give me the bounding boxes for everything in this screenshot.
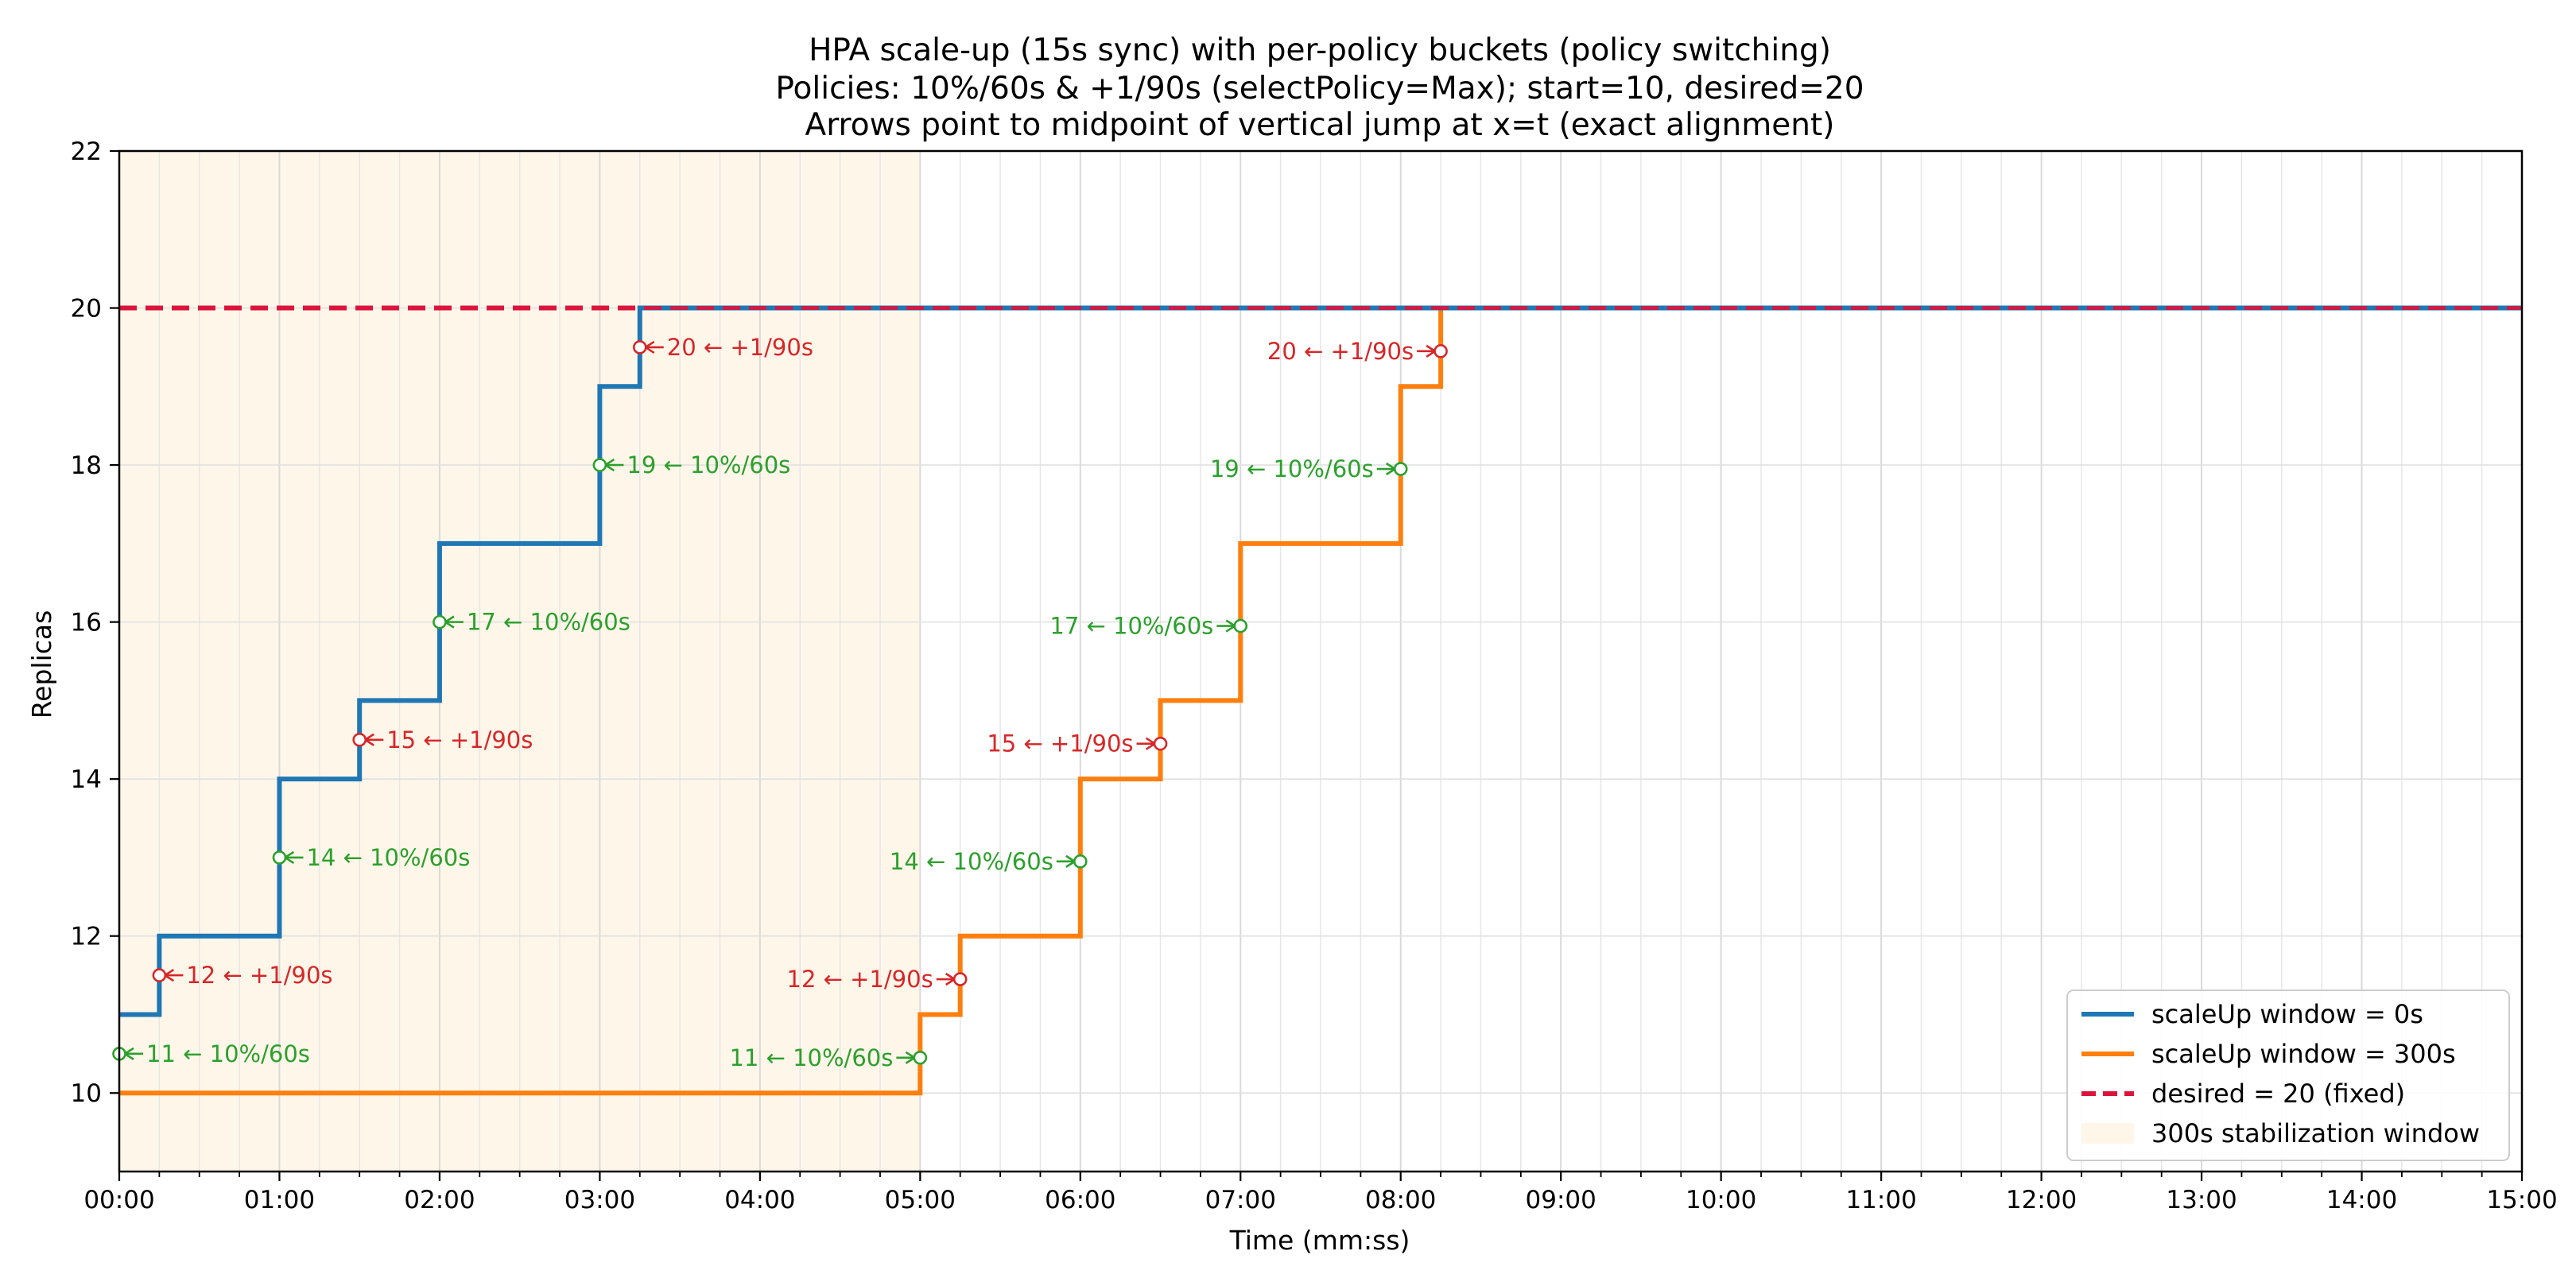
x-tick-label: 03:00	[564, 1186, 635, 1214]
annotation-marker	[1153, 736, 1168, 751]
annotation-label: 17 ← 10%/60s	[467, 609, 630, 636]
annotation-marker	[152, 968, 167, 982]
chart-title: HPA scale-up (15s sync) with per-policy …	[775, 33, 1864, 143]
annotation-label: 14 ← 10%/60s	[890, 848, 1053, 875]
x-tick-label: 12:00	[2006, 1186, 2077, 1214]
annotation-5: 19 ← 10%/60s	[592, 451, 790, 478]
x-tick-label: 06:00	[1045, 1186, 1115, 1214]
x-tick-label: 01:00	[244, 1186, 315, 1214]
annotation-label: 15 ← +1/90s	[987, 730, 1133, 757]
annotation-label: 14 ← 10%/60s	[306, 844, 470, 871]
x-tick-label: 15:00	[2486, 1186, 2557, 1214]
annotation-marker	[952, 972, 968, 986]
annotation-marker	[272, 850, 287, 865]
annotation-label: 20 ← +1/90s	[667, 334, 813, 361]
y-tick-label: 12	[71, 923, 102, 951]
y-axis-label: Replicas	[26, 610, 57, 719]
annotation-label: 19 ← 10%/60s	[1210, 455, 1374, 482]
x-tick-label: 09:00	[1526, 1186, 1596, 1214]
y-tick-label: 10	[71, 1079, 102, 1108]
y-tick-label: 20	[71, 295, 102, 323]
annotation-marker	[1393, 462, 1408, 476]
series-window-0s-line	[119, 305, 2522, 1017]
y-tick-label: 16	[71, 609, 102, 637]
y-tick-label: 22	[71, 137, 102, 166]
annotation-4: 17 ← 10%/60s	[433, 609, 630, 636]
annotation-label: 17 ← 10%/60s	[1049, 613, 1213, 640]
annotation-label: 20 ← +1/90s	[1267, 338, 1414, 365]
annotation-3: 15 ← +1/90s	[352, 726, 533, 753]
legend-label: desired = 20 (fixed)	[2151, 1079, 2405, 1109]
annotation-13: 20 ← +1/90s	[1267, 338, 1448, 365]
annotation-9: 14 ← 10%/60s	[890, 848, 1088, 875]
annotation-10: 15 ← +1/90s	[987, 730, 1168, 757]
annotation-arrow	[1056, 854, 1077, 868]
annotation-label: 19 ← 10%/60s	[627, 451, 790, 478]
legend-entry-0: scaleUp window = 0s	[2081, 999, 2423, 1029]
annotation-8: 12 ← +1/90s	[787, 966, 968, 993]
x-tick-label: 02:00	[404, 1186, 475, 1214]
title-line-3: Arrows point to midpoint of vertical jum…	[805, 107, 1835, 143]
annotation-marker	[632, 340, 647, 354]
legend-box	[2066, 990, 2510, 1161]
legend-label: scaleUp window = 300s	[2151, 1039, 2456, 1069]
legend-entry-1: scaleUp window = 300s	[2081, 1039, 2456, 1069]
annotation-arrow	[1136, 737, 1157, 750]
x-tick-label: 14:00	[2326, 1186, 2397, 1214]
annotation-2: 14 ← 10%/60s	[272, 844, 470, 871]
annotation-label: 11 ← 10%/60s	[146, 1040, 310, 1067]
annotation-label: 12 ← +1/90s	[787, 966, 933, 993]
y-tick-label: 18	[71, 451, 102, 480]
annotation-marker	[592, 458, 607, 472]
tick-layer: 00:00 01:00 02:00 03:00 04:00 05:00 06:00 07:00…	[71, 137, 2558, 1214]
x-tick-label: 07:00	[1205, 1186, 1276, 1214]
legend-entry-2: desired = 20 (fixed)	[2081, 1079, 2405, 1109]
annotation-label: 15 ← +1/90s	[386, 726, 533, 753]
annotation-arrow	[936, 972, 957, 986]
annotation-marker	[433, 614, 447, 629]
annotation-marker	[352, 732, 367, 747]
annotation-layer: 11 ← 10%/60s 12 ← +1/90s 14 ← 10%/60s 15 ← …	[112, 334, 1448, 1071]
annotation-11: 17 ← 10%/60s	[1049, 613, 1248, 640]
legend-label: scaleUp window = 0s	[2151, 999, 2423, 1029]
annotation-6: 20 ← +1/90s	[632, 334, 813, 361]
annotation-12: 19 ← 10%/60s	[1210, 455, 1408, 482]
annotation-arrow	[1417, 344, 1437, 358]
annotation-label: 11 ← 10%/60s	[729, 1044, 893, 1071]
title-line-1: HPA scale-up (15s sync) with per-policy …	[809, 33, 1831, 68]
x-tick-label: 11:00	[1845, 1186, 1916, 1214]
legend-entry-3: 300s stabilization window	[2081, 1118, 2480, 1148]
annotation-0: 11 ← 10%/60s	[112, 1040, 310, 1067]
title-line-2: Policies: 10%/60s & +1/90s (selectPolicy…	[775, 71, 1864, 107]
x-tick-label: 04:00	[724, 1186, 795, 1214]
legend: scaleUp window = 0s scaleUp window = 300s…	[2066, 990, 2510, 1161]
annotation-marker	[913, 1050, 928, 1065]
legend-label: 300s stabilization window	[2151, 1118, 2480, 1148]
x-axis-label: Time (mm:ss)	[1229, 1225, 1410, 1256]
x-tick-label: 05:00	[885, 1186, 956, 1214]
annotation-label: 12 ← +1/90s	[186, 962, 332, 989]
annotation-marker	[1433, 344, 1448, 358]
x-tick-label: 13:00	[2166, 1186, 2237, 1214]
annotation-7: 11 ← 10%/60s	[729, 1044, 928, 1071]
annotation-marker	[1073, 854, 1088, 869]
annotation-marker	[1233, 618, 1248, 633]
legend-swatch	[2081, 1123, 2134, 1144]
x-tick-label: 10:00	[1686, 1186, 1756, 1214]
annotation-1: 12 ← +1/90s	[152, 962, 333, 989]
x-tick-label: 00:00	[83, 1186, 154, 1214]
x-tick-label: 08:00	[1365, 1186, 1436, 1214]
y-tick-label: 14	[71, 765, 102, 794]
